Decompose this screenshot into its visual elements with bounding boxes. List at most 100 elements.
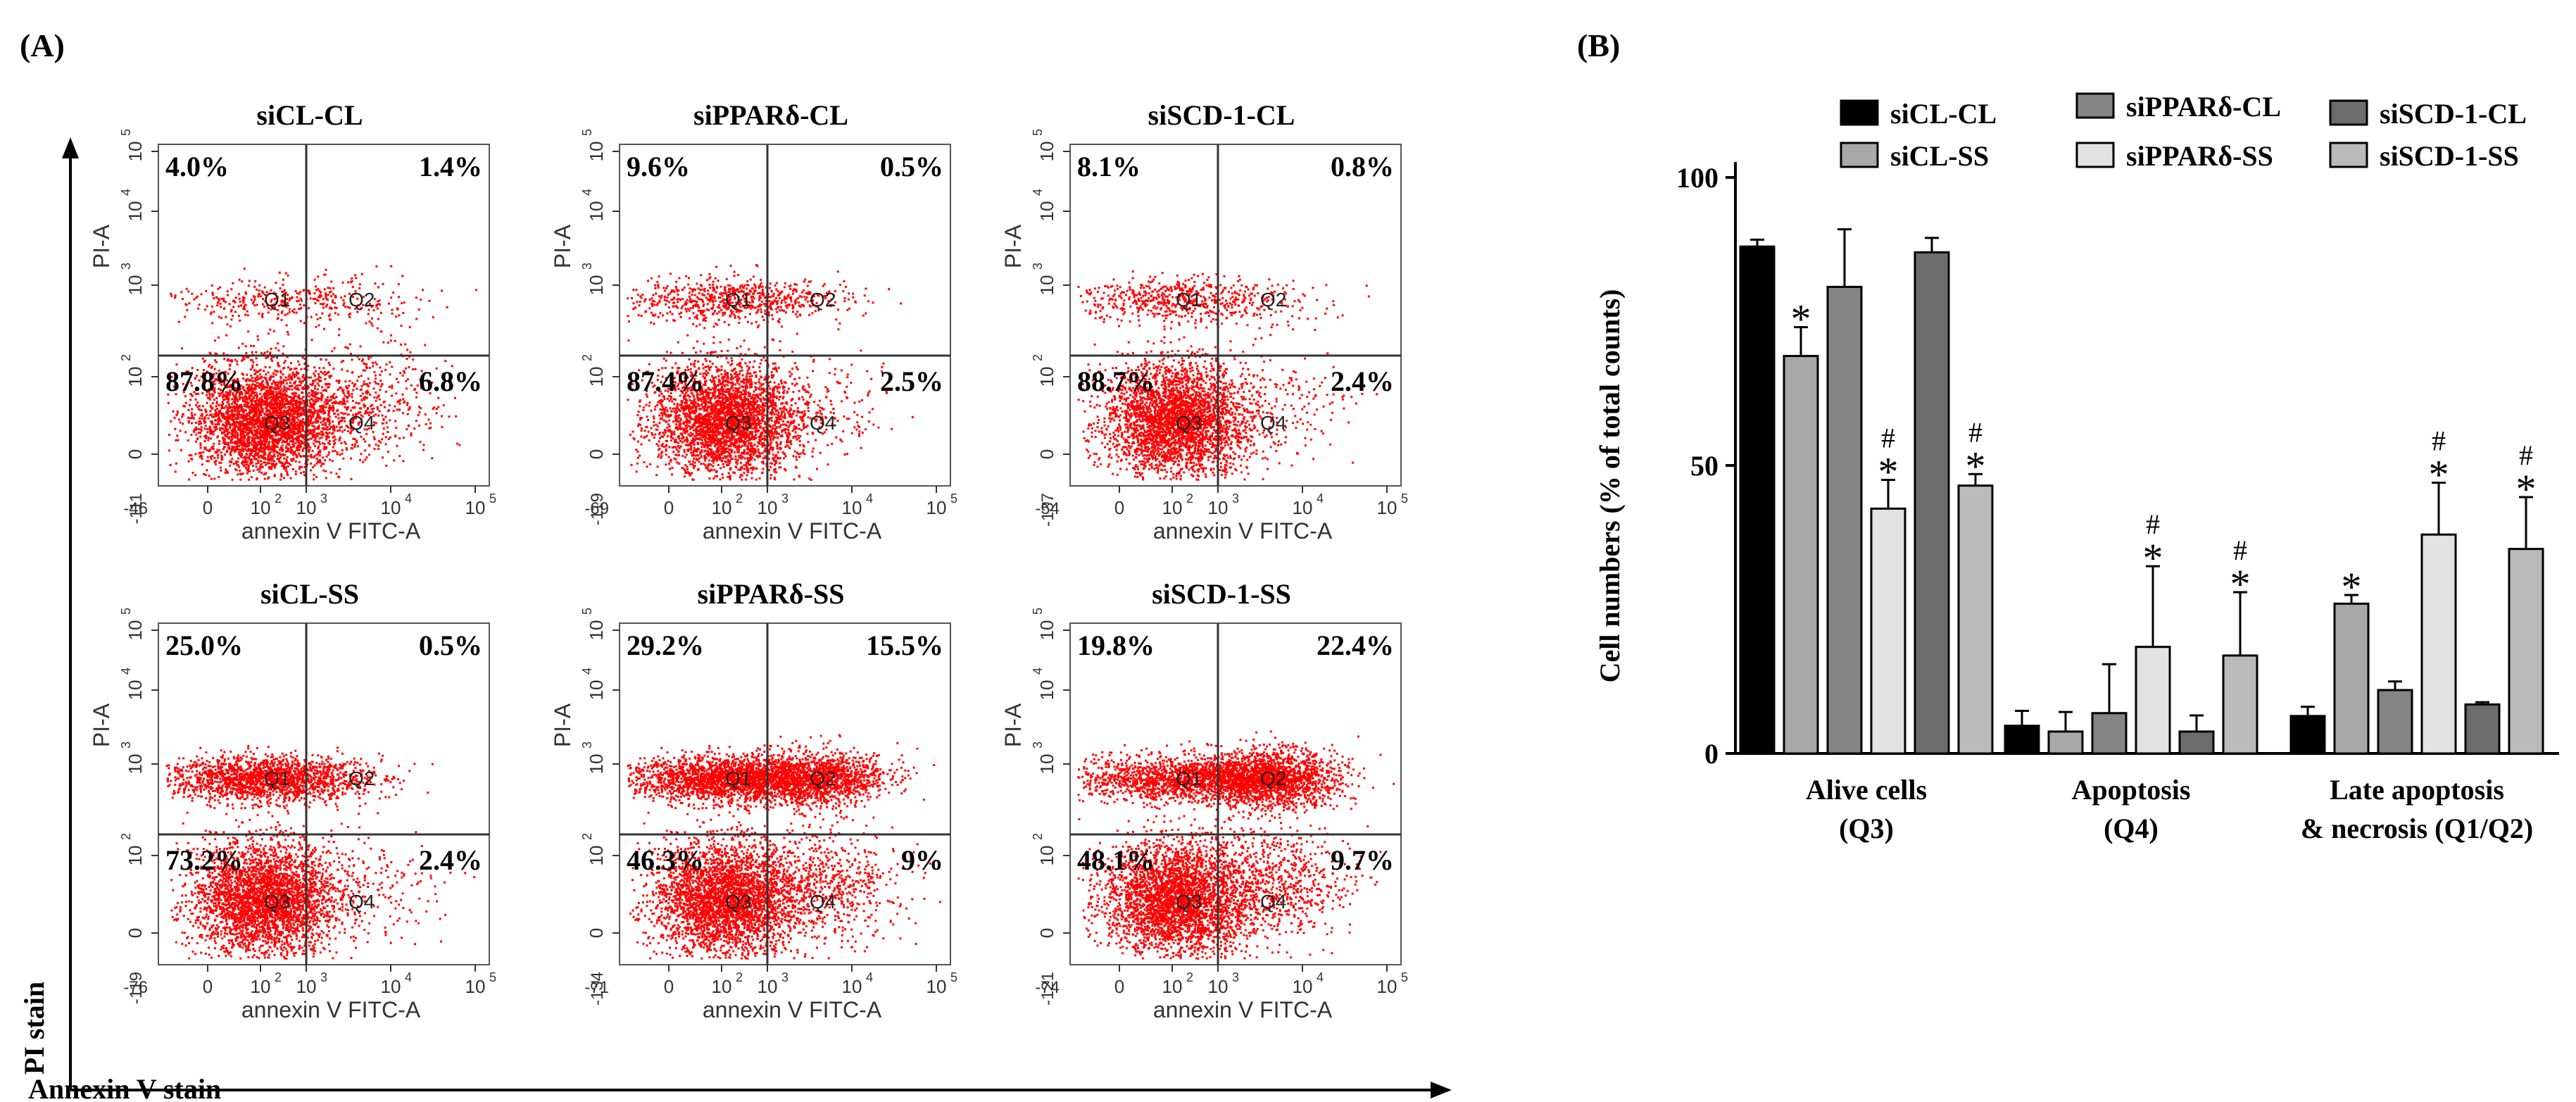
y-tick-exponent: 4 [1031, 668, 1045, 675]
quadrant-name: Q3 [1176, 412, 1202, 434]
x-tick-label: 10 [1162, 497, 1183, 518]
legend-label: siCL-CL [1890, 98, 1997, 130]
quadrant-percentage: 2.4% [1331, 365, 1394, 397]
x-tick-exponent: 4 [866, 970, 873, 984]
y-min-label: -137 [1038, 493, 1057, 527]
y-tick-exponent: 3 [119, 741, 133, 749]
bar [2464, 703, 2501, 755]
panel-a-label: (A) [20, 27, 65, 63]
x-tick-exponent: 5 [1401, 491, 1408, 506]
y-axis-title: PI-A [1000, 224, 1026, 268]
x-min-label: -74 [1035, 978, 1060, 997]
y-tick-label: 10 [586, 680, 607, 701]
category-label: (Q3) [1839, 813, 1894, 844]
y-tick-label: 10 [1036, 201, 1057, 222]
x-tick-label: 10 [1162, 976, 1183, 997]
y-tick-label: 10 [125, 620, 146, 641]
category-label: Alive cells [1806, 774, 1927, 806]
quadrant-percentage: 9.7% [1331, 844, 1394, 876]
legend-label: siSCD-1-SS [2380, 140, 2519, 172]
significance-star: * [2230, 561, 2251, 607]
y-min-label: -111 [127, 493, 146, 524]
quadrant-name: Q4 [1260, 412, 1286, 434]
y-tick-label: 50 [1690, 450, 1719, 482]
event-dots [627, 264, 914, 481]
quadrant-name: Q2 [1260, 289, 1286, 311]
x-tick-label: 10 [296, 976, 317, 997]
y-axis-title: PI-A [1000, 703, 1026, 747]
y-tick-label: 10 [586, 846, 607, 866]
y-tick-label: 10 [586, 142, 607, 162]
category-label: (Q4) [2104, 813, 2159, 844]
y-tick-exponent: 3 [1031, 263, 1045, 270]
bar [2091, 712, 2128, 755]
quadrant-percentage: 15.5% [866, 630, 943, 661]
bar [2004, 725, 2040, 755]
plot-frame [1069, 622, 1402, 965]
x-tick-label: 10 [1208, 976, 1229, 997]
bar [2377, 689, 2413, 755]
legend-swatch [2075, 92, 2115, 119]
quadrant-percentage: 87.4% [627, 365, 704, 397]
significance-star: * [2342, 564, 2362, 610]
y-tick-exponent: 2 [119, 833, 133, 840]
panel-a-x-axis-label: Annexin V stain [28, 1073, 221, 1102]
y-tick-label: 10 [586, 275, 607, 296]
plot-frame [619, 144, 951, 487]
x-tick-exponent: 3 [320, 970, 327, 984]
y-tick-label: 10 [125, 275, 146, 296]
dot-plot-title: siSCD-1-CL [1148, 99, 1295, 131]
bar [1826, 285, 1863, 755]
legend-swatch [1840, 99, 1879, 126]
bar [2333, 602, 2370, 755]
x-tick-label: 10 [712, 497, 732, 518]
quadrant-name: Q4 [348, 891, 375, 913]
y-tick-label: 0 [586, 928, 607, 938]
event-dots [627, 734, 941, 960]
y-tick-exponent: 3 [1031, 741, 1045, 749]
y-axis-arrow-icon [62, 137, 79, 158]
y-tick-label: 10 [125, 680, 146, 701]
quadrant-percentage: 0.5% [880, 151, 943, 182]
quadrant-percentage: 2.4% [419, 844, 482, 876]
y-tick-label: 10 [125, 201, 146, 222]
dot-plot-title: siCL-CL [256, 99, 363, 131]
bar [2289, 715, 2326, 755]
dot-plot: siSCD-1-SS Q1 Q2 Q3 Q4 19.8% 22.4% 48.1% 9.7% 0 10… [1000, 578, 1408, 1022]
significance-star: * [1966, 443, 1986, 489]
bar [1783, 355, 1819, 755]
quadrant-percentage: 48.1% [1077, 844, 1155, 876]
y-tick-label: 0 [1036, 928, 1057, 938]
x-axis-title: annexin V FITC-A [241, 518, 421, 544]
x-min-label: -54 [1035, 499, 1060, 518]
legend-swatch [2329, 142, 2368, 168]
x-tick-label: 0 [203, 497, 213, 518]
x-tick-label: 10 [465, 976, 486, 997]
y-min-label: -119 [127, 972, 146, 1004]
y-tick-label: 10 [1036, 275, 1057, 296]
category-label: & necrosis (Q1/Q2) [2301, 813, 2533, 844]
quadrant-name: Q3 [725, 412, 751, 434]
y-tick-exponent: 3 [119, 263, 133, 270]
x-tick-exponent: 5 [950, 491, 957, 506]
x-tick-label: 10 [758, 497, 778, 518]
x-min-label: -71 [584, 978, 609, 997]
x-tick-label: 10 [1377, 976, 1397, 997]
y-tick-label: 100 [1676, 162, 1719, 194]
quadrant-percentage: 22.4% [1317, 630, 1394, 661]
legend-item: siSCD-1-SS [2329, 140, 2519, 172]
x-tick-exponent: 2 [275, 491, 282, 506]
y-tick-exponent: 4 [119, 668, 133, 675]
quadrant-percentage: 6.8% [419, 365, 482, 397]
y-tick-label: 10 [125, 367, 146, 387]
y-min-label: -134 [588, 972, 607, 1006]
bar [1739, 245, 1776, 755]
x-tick-exponent: 4 [1317, 491, 1324, 506]
panel-a-y-axis-label: PI stain [18, 982, 50, 1075]
y-axis-title: PI-A [89, 703, 114, 747]
x-tick-exponent: 3 [1232, 970, 1239, 984]
plot-frame [158, 622, 490, 965]
x-tick-exponent: 5 [489, 491, 496, 506]
